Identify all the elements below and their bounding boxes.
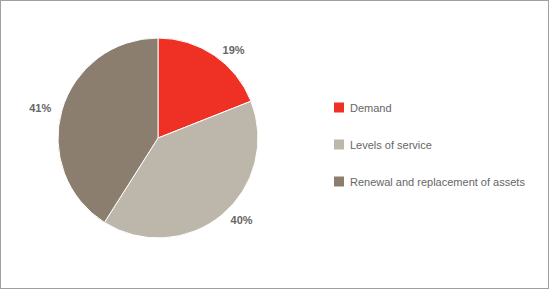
svg-text:41%: 41% [29,102,51,114]
svg-text:40%: 40% [231,214,253,226]
svg-text:Renewal and replacement of ass: Renewal and replacement of assets [350,176,525,188]
svg-text:Levels of service: Levels of service [350,139,432,151]
svg-text:19%: 19% [223,44,245,56]
svg-text:Demand: Demand [350,102,392,114]
